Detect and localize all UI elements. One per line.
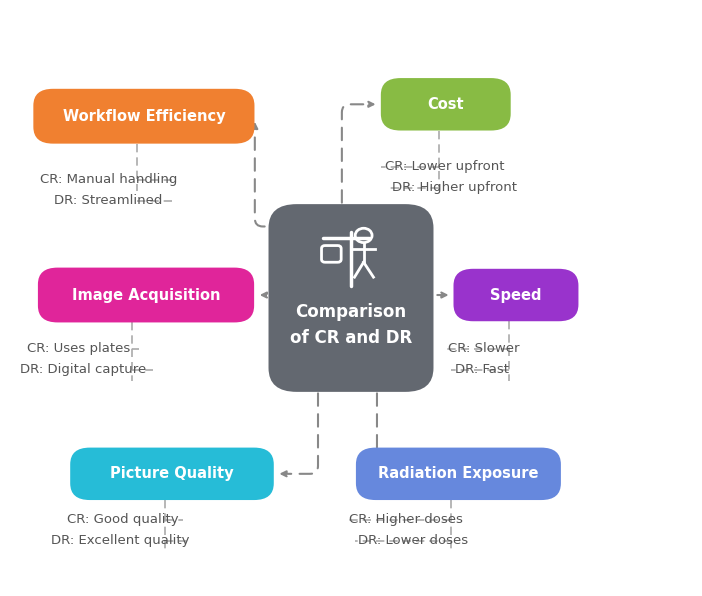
FancyBboxPatch shape [453,269,578,321]
FancyBboxPatch shape [268,204,433,392]
Text: Comparison
of CR and DR: Comparison of CR and DR [290,303,412,347]
Text: Cost: Cost [428,97,464,112]
Text: DR: Streamlined: DR: Streamlined [54,194,162,207]
Text: CR: Uses plates: CR: Uses plates [27,342,130,355]
Text: Speed: Speed [490,287,542,303]
Text: DR: Higher upfront: DR: Higher upfront [392,181,517,194]
FancyBboxPatch shape [38,268,254,322]
Text: DR: Excellent quality: DR: Excellent quality [51,534,189,547]
Text: CR: Lower upfront: CR: Lower upfront [385,160,504,173]
Text: Radiation Exposure: Radiation Exposure [378,466,538,482]
Text: Picture Quality: Picture Quality [110,466,234,482]
FancyBboxPatch shape [33,89,254,144]
Text: CR: Good quality: CR: Good quality [67,513,178,526]
Text: DR: Digital capture: DR: Digital capture [20,363,146,376]
FancyBboxPatch shape [380,78,511,131]
Text: Image Acquisition: Image Acquisition [72,287,220,303]
FancyBboxPatch shape [70,448,274,500]
FancyBboxPatch shape [356,448,561,500]
Text: CR: Higher doses: CR: Higher doses [349,513,463,526]
Text: Workflow Efficiency: Workflow Efficiency [62,108,225,124]
Text: CR: Slower: CR: Slower [448,342,519,355]
Text: DR: Lower doses: DR: Lower doses [358,534,468,547]
Text: DR: Fast: DR: Fast [455,363,509,376]
Text: CR: Manual handling: CR: Manual handling [40,173,178,187]
